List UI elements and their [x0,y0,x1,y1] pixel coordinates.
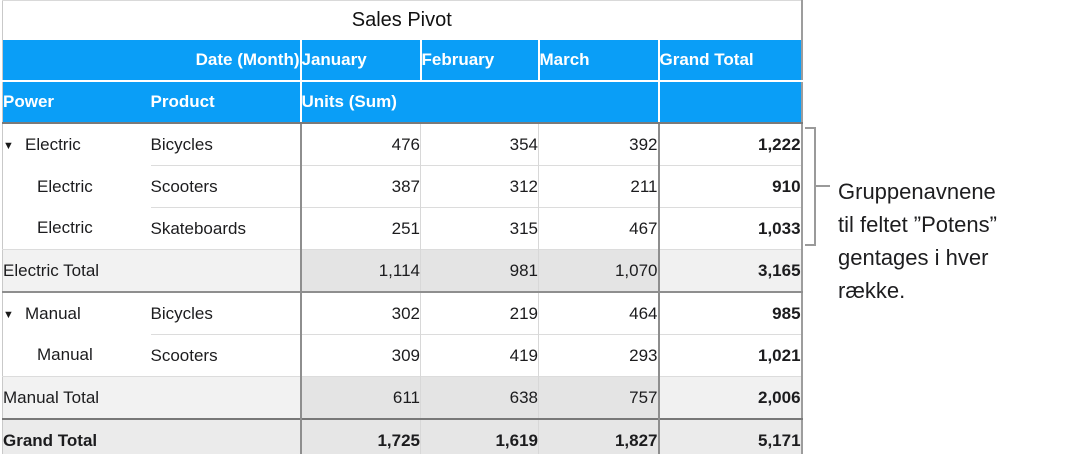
header-february[interactable]: February [419,40,539,82]
cell-january[interactable]: 251 [299,207,421,250]
callout-bracket-top-arm [805,127,816,129]
power-label: Electric [25,134,81,154]
cell-product[interactable]: Skateboards [150,207,301,250]
cell-product[interactable]: Bicycles [150,134,213,154]
cell-january[interactable]: 309 [299,334,421,377]
cell-grand-total[interactable]: 1,033 [657,207,802,250]
header-power[interactable]: Power [2,81,151,124]
annotation-line: række. [838,278,906,303]
cell-february[interactable]: 981 [420,249,539,292]
cell-power[interactable]: Electric [37,218,93,238]
cell-february[interactable]: 219 [420,291,539,335]
disclosure-triangle-icon[interactable]: ▼ [3,308,14,321]
cell-march[interactable]: 392 [538,123,659,166]
cell-march[interactable]: 1,070 [538,249,659,292]
cell-product[interactable]: Scooters [150,165,301,208]
table-row: Manual Scooters 309 419 293 1,021 [3,334,802,377]
callout-bracket-bottom-arm [805,244,816,246]
table-title: Sales Pivot [2,0,802,40]
cell-total-label[interactable]: Grand Total [2,418,301,454]
callout-annotation: Gruppenavnene til feltet ”Potens” gentag… [838,175,997,307]
cell-february[interactable]: 315 [420,207,539,250]
cell-power[interactable]: ▼ Electric [3,123,151,166]
cell-march[interactable]: 464 [538,291,659,335]
annotation-line: til feltet ”Potens” [838,212,997,237]
table-row: Electric Scooters 387 312 211 910 [3,165,802,208]
cell-january[interactable]: 1,725 [299,418,421,454]
cell-grand-total[interactable]: 1,222 [657,123,802,166]
annotation-line: gentages i hver [838,245,989,270]
callout-bracket-tick [816,185,830,187]
sales-pivot-table: Sales Pivot Date (Month) January Februar… [2,0,803,454]
cell-power[interactable]: Electric [37,176,93,196]
cell-grand-total[interactable]: 1,021 [657,334,802,377]
cell-january[interactable]: 1,114 [299,249,421,292]
annotation-line: Gruppenavnene [838,179,996,204]
cell-march[interactable]: 1,827 [538,418,659,454]
cell-grand-total[interactable]: 3,165 [657,249,802,292]
table-row: ▼ Electric Bicycles 476 354 392 1,222 [3,123,802,166]
cell-product[interactable]: Scooters [150,334,301,377]
cell-grand-total[interactable]: 910 [657,165,802,208]
power-label: Manual [25,303,81,323]
cell-grand-total[interactable]: 5,171 [657,418,802,454]
cell-march[interactable]: 211 [538,165,659,208]
callout-bracket [814,127,816,246]
cell-power[interactable]: Manual [37,345,93,365]
cell-march[interactable]: 293 [538,334,659,377]
table-row: Electric Skateboards 251 315 467 1,033 [3,207,802,250]
cell-product[interactable]: Bicycles [150,291,301,335]
header-grand-total[interactable]: Grand Total [657,40,802,82]
cell-power[interactable]: ▼ Manual [2,291,151,335]
disclosure-triangle-icon[interactable]: ▼ [3,139,14,152]
cell-january[interactable]: 611 [299,376,421,419]
table-row: ▼ Manual Bicycles 302 219 464 985 [2,291,802,335]
header-units-sum[interactable]: Units (Sum) [299,81,659,124]
cell-total-label[interactable]: Manual Total [2,376,301,419]
cell-february[interactable]: 419 [420,334,539,377]
group-total-row: Manual Total 611 638 757 2,006 [2,376,802,419]
header-march[interactable]: March [537,40,659,82]
cell-march[interactable]: 757 [538,376,659,419]
header-grand-total-spacer [657,81,802,124]
cell-february[interactable]: 1,619 [420,418,539,454]
cell-grand-total[interactable]: 985 [657,291,802,335]
cell-january[interactable]: 387 [299,165,421,208]
header-january[interactable]: January [299,40,421,82]
header-date-month[interactable]: Date (Month) [2,40,301,82]
cell-february[interactable]: 638 [420,376,539,419]
cell-february[interactable]: 312 [420,165,539,208]
cell-february[interactable]: 354 [420,123,539,166]
header-product[interactable]: Product [150,81,301,124]
cell-grand-total[interactable]: 2,006 [657,376,802,419]
group-total-row: Electric Total 1,114 981 1,070 3,165 [2,249,802,292]
cell-january[interactable]: 476 [299,123,421,166]
cell-total-label[interactable]: Electric Total [2,249,301,292]
cell-march[interactable]: 467 [538,207,659,250]
grand-total-row: Grand Total 1,725 1,619 1,827 5,171 [2,418,802,454]
cell-january[interactable]: 302 [299,291,421,335]
